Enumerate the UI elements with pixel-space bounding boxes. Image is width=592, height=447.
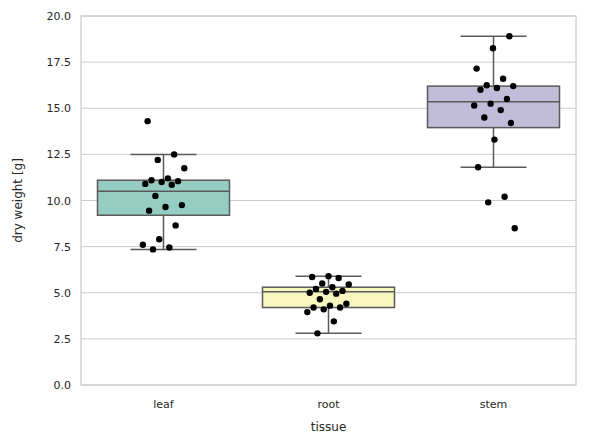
point <box>314 330 320 336</box>
point <box>171 151 177 157</box>
point <box>491 136 497 142</box>
point <box>304 309 310 315</box>
point <box>490 45 496 51</box>
point <box>501 194 507 200</box>
point <box>172 222 178 228</box>
point <box>181 165 187 171</box>
point <box>169 182 175 188</box>
point <box>179 202 185 208</box>
x-tick-label: stem <box>480 398 508 411</box>
median <box>98 191 230 193</box>
whisker-low <box>493 128 495 168</box>
point <box>313 286 319 292</box>
point <box>321 306 327 312</box>
point <box>487 100 493 106</box>
point <box>142 181 148 187</box>
whisker-high <box>493 36 495 86</box>
point <box>477 87 483 93</box>
point <box>323 289 329 295</box>
point <box>346 281 352 287</box>
y-tick-label: 12.5 <box>47 148 72 161</box>
point <box>504 96 510 102</box>
point <box>473 65 479 71</box>
point <box>317 296 323 302</box>
point <box>166 244 172 250</box>
point <box>329 284 335 290</box>
y-tick-label: 10.0 <box>47 195 72 208</box>
point <box>319 280 325 286</box>
point <box>155 157 161 163</box>
x-axis-label: tissue <box>311 420 347 434</box>
y-tick-label: 15.0 <box>47 102 72 115</box>
point <box>494 85 500 91</box>
point <box>500 76 506 82</box>
point <box>150 246 156 252</box>
y-tick-label: 20.0 <box>47 10 72 23</box>
point <box>484 82 490 88</box>
point <box>148 177 154 183</box>
point <box>152 193 158 199</box>
point <box>498 107 504 113</box>
point <box>162 204 168 210</box>
point <box>333 290 339 296</box>
point <box>331 318 337 324</box>
whisker-cap-high <box>131 154 197 156</box>
point <box>309 274 315 280</box>
point <box>506 33 512 39</box>
point <box>310 304 316 310</box>
point <box>481 114 487 120</box>
point <box>307 290 313 296</box>
grid-line <box>81 62 576 63</box>
point <box>508 120 514 126</box>
point <box>156 236 162 242</box>
y-axis-label: dry weight [g] <box>11 158 25 243</box>
point <box>343 301 349 307</box>
point <box>339 288 345 294</box>
whisker-cap-high <box>461 36 527 38</box>
whisker-cap-low <box>461 167 527 169</box>
grid-line <box>81 154 576 155</box>
point <box>165 175 171 181</box>
point <box>175 178 181 184</box>
point <box>327 302 333 308</box>
point <box>510 83 516 89</box>
point <box>485 199 491 205</box>
grid-line <box>81 338 576 339</box>
x-tick-label: root <box>317 398 340 411</box>
y-tick-label: 5.0 <box>54 287 72 300</box>
y-tick-label: 7.5 <box>54 241 72 254</box>
point <box>337 304 343 310</box>
point <box>325 273 331 279</box>
point <box>140 242 146 248</box>
whisker-low <box>328 308 330 334</box>
y-tick-label: 2.5 <box>54 333 72 346</box>
point <box>158 179 164 185</box>
grid-line <box>81 246 576 247</box>
box <box>428 86 560 128</box>
x-tick-label: leaf <box>153 398 175 411</box>
whisker-cap-low <box>131 249 197 251</box>
point <box>144 118 150 124</box>
point <box>512 225 518 231</box>
box <box>98 180 230 215</box>
y-tick-label: 0.0 <box>54 379 72 392</box>
whisker-cap-low <box>296 333 362 335</box>
whisker-high <box>163 154 165 180</box>
y-tick-label: 17.5 <box>47 56 72 69</box>
whisker-low <box>163 215 165 249</box>
point <box>335 275 341 281</box>
plot-frame <box>81 16 576 385</box>
plot-marks <box>98 33 560 336</box>
point <box>146 207 152 213</box>
point <box>471 102 477 108</box>
point <box>475 164 481 170</box>
chart: 0.0 2.5 5.0 7.5 10.0 12.5 15.0 17.5 20.0 leaf root… <box>0 0 592 447</box>
